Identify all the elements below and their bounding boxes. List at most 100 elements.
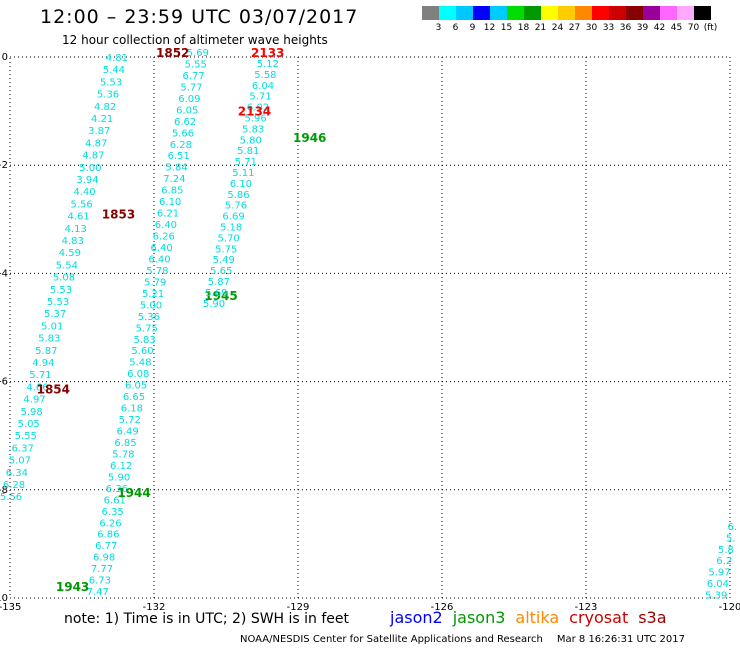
wave-height-value: 5.49 xyxy=(213,255,235,266)
pass-time-label: 2133 xyxy=(251,46,284,60)
wave-height-value: 6.10 xyxy=(159,197,181,208)
wave-height-value: 6.73 xyxy=(89,576,111,587)
pass-time-label: 1944 xyxy=(117,486,150,500)
wave-height-value: 4.13 xyxy=(65,224,87,235)
colorbar-label: 36 xyxy=(619,23,632,33)
pass-time-label: 1854 xyxy=(37,382,70,396)
wave-height-value: 5.83 xyxy=(133,335,155,346)
wave-height-value: 6.40 xyxy=(155,220,177,231)
wave-height-value: 5.66 xyxy=(172,128,194,139)
wave-height-value: 6.26 xyxy=(99,518,121,529)
wave-height-value: 5.56 xyxy=(70,199,92,210)
wave-height-value: 5.83 xyxy=(242,124,264,135)
x-tick-label: -132 xyxy=(143,602,166,613)
wave-height-value: 5.53 xyxy=(100,77,122,88)
wave-height-value: 4.40 xyxy=(73,187,95,198)
wave-height-value: 5.39 xyxy=(705,590,727,601)
satellite-legend: jason2 jason3 altika cryosat s3a xyxy=(390,608,677,627)
satellite-legend-jason3: jason3 xyxy=(452,608,506,627)
pass-time-label: 1852 xyxy=(156,46,189,60)
wave-height-value: 6.85 xyxy=(161,186,183,197)
wave-height-value: 5.79 xyxy=(144,277,166,288)
colorbar-swatch xyxy=(473,6,490,20)
generated-timestamp: Mar 8 16:26:31 UTC 2017 xyxy=(556,634,685,645)
wave-height-value: 5.86 xyxy=(227,190,249,201)
wave-height-value: 5.75 xyxy=(136,323,158,334)
y-tick-label: 0 xyxy=(2,52,8,63)
map-frame xyxy=(9,56,731,599)
wave-height-value: 5.21 xyxy=(142,289,164,300)
wave-height-value: 5.44 xyxy=(103,65,125,76)
wave-height-value: 6.05 xyxy=(176,105,198,116)
credit-line: NOAA/NESDIS Center for Satellite Applica… xyxy=(240,634,685,645)
wave-height-value: 6.86 xyxy=(97,530,119,541)
wave-height-value: 4.87 xyxy=(82,151,104,162)
wave-height-value: 5.65 xyxy=(210,266,232,277)
colorbar-label: 18 xyxy=(517,23,530,33)
wave-height-colorbar: 3 6 9 12 15 18 21 24 27 30 33 36 39 42 45 70 (ft) xyxy=(422,6,717,35)
colorbar-swatch xyxy=(456,6,473,20)
colorbar-label: 15 xyxy=(500,23,513,33)
wave-height-value: 5.72 xyxy=(119,415,141,426)
credit-text: NOAA/NESDIS Center for Satellite Applica… xyxy=(240,634,543,645)
wave-height-value: 6.26 xyxy=(153,232,175,243)
wave-height-value: 5.96 xyxy=(244,114,266,125)
wave-height-value: 5.97 xyxy=(708,568,730,579)
satellite-legend-jason2: jason2 xyxy=(390,608,443,627)
wave-height-value: 5.90 xyxy=(203,299,225,310)
wave-height-value: 4.97 xyxy=(23,395,45,406)
wave-height-value: 4.87 xyxy=(85,138,107,149)
wave-height-value: 5.75 xyxy=(215,244,237,255)
pass-time-label: 1946 xyxy=(293,131,326,145)
colorbar-swatch xyxy=(677,6,694,20)
wave-height-value: 5.58 xyxy=(254,70,276,81)
wave-height-value: 7.47 xyxy=(87,587,109,598)
wave-height-value: 6.69 xyxy=(222,212,244,223)
wave-height-value: 6.40 xyxy=(148,254,170,265)
wave-height-value: 6.10 xyxy=(230,179,252,190)
wave-height-value: 5.76 xyxy=(225,201,247,212)
wave-height-value: 5.78 xyxy=(146,266,168,277)
pass-time-label: 1943 xyxy=(56,580,89,594)
wave-height-value: 6.37 xyxy=(12,443,34,454)
units-note: note: 1) Time is in UTC; 2) SWH is in fe… xyxy=(64,611,350,627)
colorbar-swatch xyxy=(660,6,677,20)
y-tick-label: -8 xyxy=(0,485,8,496)
colorbar-swatch xyxy=(592,6,609,20)
satellite-legend-s3a: s3a xyxy=(638,608,667,627)
colorbar-swatch xyxy=(626,6,643,20)
wave-height-value: 5.90 xyxy=(108,472,130,483)
wave-height-value: 5.78 xyxy=(112,449,134,460)
wave-height-value: 5.77 xyxy=(180,82,202,93)
wave-height-value: 4.61 xyxy=(68,212,90,223)
pass-time-label: 2134 xyxy=(238,105,271,119)
colorbar-swatch xyxy=(524,6,541,20)
wave-height-value: 6.49 xyxy=(116,427,138,438)
y-tick-label: -6 xyxy=(0,377,8,388)
wave-height-value: 5.87 xyxy=(208,277,230,288)
wave-height-value: 5.98 xyxy=(20,407,42,418)
wave-height-value: 7.24 xyxy=(163,174,185,185)
wave-height-value: 6.98 xyxy=(93,553,115,564)
pass-time-label: 1945 xyxy=(204,289,237,303)
colorbar-label: 33 xyxy=(602,23,615,33)
wave-height-value: 6.04 xyxy=(707,579,729,590)
chart-subtitle: 12 hour collection of altimeter wave hei… xyxy=(62,33,328,47)
colorbar-label: 6 xyxy=(452,23,459,33)
colorbar-label: 12 xyxy=(483,23,496,33)
colorbar-label: (ft) xyxy=(703,23,718,33)
wave-height-value: 5.01 xyxy=(41,321,63,332)
wave-height-value: 6.21 xyxy=(157,209,179,220)
wave-height-value: 5.54 xyxy=(56,260,78,271)
wave-height-value: 6.12 xyxy=(110,461,132,472)
wave-height-value: 5.11 xyxy=(232,168,254,179)
chart-title: 12:00 – 23:59 UTC 03/07/2017 xyxy=(40,6,359,28)
wave-height-value: 6. xyxy=(727,522,737,533)
x-tick-label: -123 xyxy=(575,602,598,613)
colorbar-label: 45 xyxy=(670,23,683,33)
wave-height-value: 6.04 xyxy=(252,81,274,92)
wave-height-value: 5.69 xyxy=(187,48,209,59)
wave-height-value: 5.53 xyxy=(47,297,69,308)
wave-height-value: 6.61 xyxy=(104,495,126,506)
